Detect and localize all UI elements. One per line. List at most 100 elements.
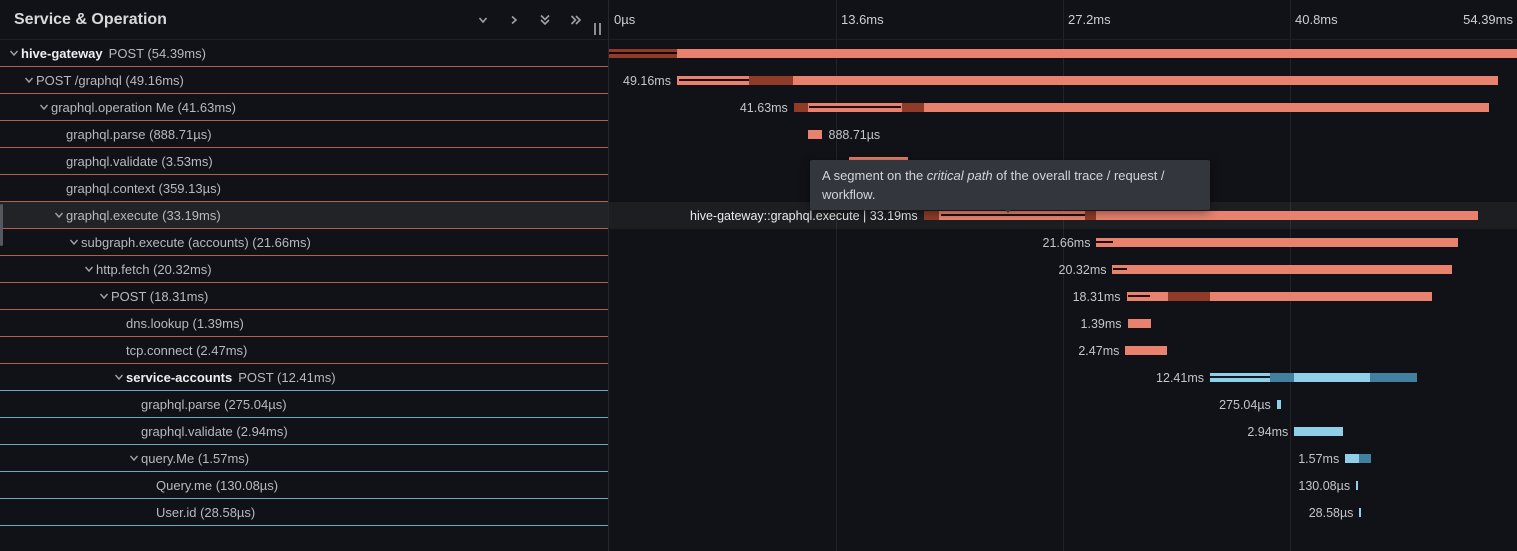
axis-tick-label: 54.39ms: [1463, 12, 1513, 27]
tooltip-caret: [1002, 206, 1014, 213]
grid-line: [1290, 0, 1291, 551]
chevron-down-icon[interactable]: [53, 209, 66, 221]
timeline-row[interactable]: 12.41ms: [609, 364, 1517, 391]
span-bar[interactable]: [1294, 427, 1344, 436]
span-duration-label: 49.16ms: [623, 74, 671, 88]
operation-name: graphql.validate (3.53ms): [66, 153, 213, 169]
span-bar[interactable]: [807, 130, 823, 139]
span-tree-row[interactable]: hive-gateway POST (54.39ms): [0, 40, 608, 67]
span-duration-label: 2.47ms: [1078, 344, 1120, 358]
span-bar[interactable]: [1127, 319, 1151, 328]
axis-tick-label: 27.2ms: [1068, 12, 1111, 27]
span-tree-row[interactable]: POST /graphql (49.16ms): [0, 67, 608, 94]
operation-name: graphql.validate (2.94ms): [141, 423, 288, 439]
span-duration-label: 130.08µs: [1298, 479, 1351, 493]
span-bar[interactable]: [676, 76, 1498, 85]
double-chevron-right-icon[interactable]: [568, 12, 584, 28]
chevron-down-icon[interactable]: [128, 452, 141, 464]
span-bar[interactable]: [793, 103, 1489, 112]
panel-header: Service & Operation: [0, 0, 608, 40]
operation-name: dns.lookup (1.39ms): [126, 315, 244, 331]
chevron-down-icon[interactable]: [38, 101, 51, 113]
operation-name: query.Me (1.57ms): [141, 450, 250, 466]
span-tree-row[interactable]: query.Me (1.57ms): [0, 445, 608, 472]
span-bar[interactable]: [1096, 238, 1459, 247]
operation-name: POST /graphql (49.16ms): [36, 72, 184, 88]
span-duration-label: 28.58µs: [1308, 506, 1354, 520]
span-tree-row[interactable]: Query.me (130.08µs): [0, 472, 608, 499]
timeline-row[interactable]: 1.39ms: [609, 310, 1517, 337]
span-tree-rows: hive-gateway POST (54.39ms) POST /graphql …: [0, 40, 608, 526]
axis-tick-label: 13.6ms: [841, 12, 884, 27]
span-duration-label: 12.41ms: [1156, 371, 1204, 385]
span-duration-label: hive-gateway::graphql.execute | 33.19ms: [690, 209, 918, 223]
span-bar[interactable]: [609, 49, 1517, 58]
grid-line: [1063, 0, 1064, 551]
span-bar[interactable]: [1112, 265, 1452, 274]
timeline-row[interactable]: 20.32ms: [609, 256, 1517, 283]
span-bar[interactable]: [1209, 373, 1418, 382]
span-tree-row[interactable]: tcp.connect (2.47ms): [0, 337, 608, 364]
span-tree-row[interactable]: graphql.validate (3.53ms): [0, 148, 608, 175]
operation-name: graphql.parse (888.71µs): [66, 126, 212, 142]
span-bar[interactable]: [923, 211, 1478, 220]
operation-name: User.id (28.58µs): [156, 504, 256, 520]
chevron-right-icon[interactable]: [506, 12, 522, 28]
span-bar[interactable]: [1126, 292, 1433, 301]
chevron-down-icon[interactable]: [8, 47, 21, 59]
chevron-down-icon[interactable]: [475, 12, 491, 28]
operation-name: subgraph.execute (accounts) (21.66ms): [81, 234, 311, 250]
operation-name: graphql.parse (275.04µs): [141, 396, 287, 412]
operation-name: tcp.connect (2.47ms): [126, 342, 248, 358]
span-tree-row[interactable]: graphql.validate (2.94ms): [0, 418, 608, 445]
timeline-row[interactable]: 130.08µs: [609, 472, 1517, 499]
span-tree-row[interactable]: graphql.operation Me (41.63ms): [0, 94, 608, 121]
span-duration-label: 1.57ms: [1298, 452, 1340, 466]
timeline-row[interactable]: 41.63ms: [609, 94, 1517, 121]
span-tree-row[interactable]: graphql.parse (275.04µs): [0, 391, 608, 418]
chevron-down-icon[interactable]: [113, 371, 126, 383]
panel-resize-handle[interactable]: [594, 23, 601, 35]
timeline-row[interactable]: [609, 40, 1517, 67]
span-tree-row[interactable]: dns.lookup (1.39ms): [0, 310, 608, 337]
timeline-row[interactable]: 18.31ms: [609, 283, 1517, 310]
span-tree-panel: Service & Operation hive-gateway POST (54…: [0, 0, 608, 551]
span-duration-label: 275.04µs: [1219, 398, 1271, 412]
double-chevron-down-icon[interactable]: [537, 12, 553, 28]
timeline-row[interactable]: 21.66ms: [609, 229, 1517, 256]
span-duration-label: 888.71µs: [828, 128, 881, 142]
timeline-row[interactable]: 49.16ms: [609, 67, 1517, 94]
span-bar[interactable]: [1276, 400, 1282, 409]
timeline-row[interactable]: 888.71µs: [609, 121, 1517, 148]
operation-name: Query.me (130.08µs): [156, 477, 279, 493]
span-tree-row[interactable]: graphql.parse (888.71µs): [0, 121, 608, 148]
span-tree-row[interactable]: POST (18.31ms): [0, 283, 608, 310]
timeline-row[interactable]: 2.94ms: [609, 418, 1517, 445]
span-tree-row[interactable]: http.fetch (20.32ms): [0, 256, 608, 283]
span-duration-label: 1.39ms: [1080, 317, 1122, 331]
operation-name: POST (54.39ms): [108, 45, 206, 61]
chevron-down-icon[interactable]: [83, 263, 96, 275]
span-tree-row[interactable]: User.id (28.58µs): [0, 499, 608, 526]
timeline-row[interactable]: 1.57ms: [609, 445, 1517, 472]
chevron-down-icon[interactable]: [98, 290, 111, 302]
chevron-down-icon[interactable]: [68, 236, 81, 248]
span-bar[interactable]: [1125, 346, 1167, 355]
span-bar[interactable]: [1345, 454, 1372, 463]
span-bar[interactable]: [1359, 508, 1362, 517]
timeline-row[interactable]: 275.04µs: [609, 391, 1517, 418]
timeline-row[interactable]: 28.58µs: [609, 499, 1517, 526]
timeline-row[interactable]: 2.47ms: [609, 337, 1517, 364]
panel-title: Service & Operation: [14, 10, 167, 28]
span-tree-row[interactable]: graphql.context (359.13µs): [0, 175, 608, 202]
span-tree-row[interactable]: service-accounts POST (12.41ms): [0, 364, 608, 391]
span-tree-row[interactable]: graphql.execute (33.19ms): [0, 202, 608, 229]
chevron-down-icon[interactable]: [23, 74, 36, 86]
operation-name: graphql.execute (33.19ms): [66, 207, 221, 223]
scrollbar-thumb[interactable]: [0, 204, 3, 246]
span-tree-row[interactable]: subgraph.execute (accounts) (21.66ms): [0, 229, 608, 256]
service-name: hive-gateway: [21, 45, 103, 61]
span-bar[interactable]: [1356, 481, 1359, 490]
service-name: service-accounts: [126, 369, 233, 385]
operation-name: POST (12.41ms): [238, 369, 336, 385]
